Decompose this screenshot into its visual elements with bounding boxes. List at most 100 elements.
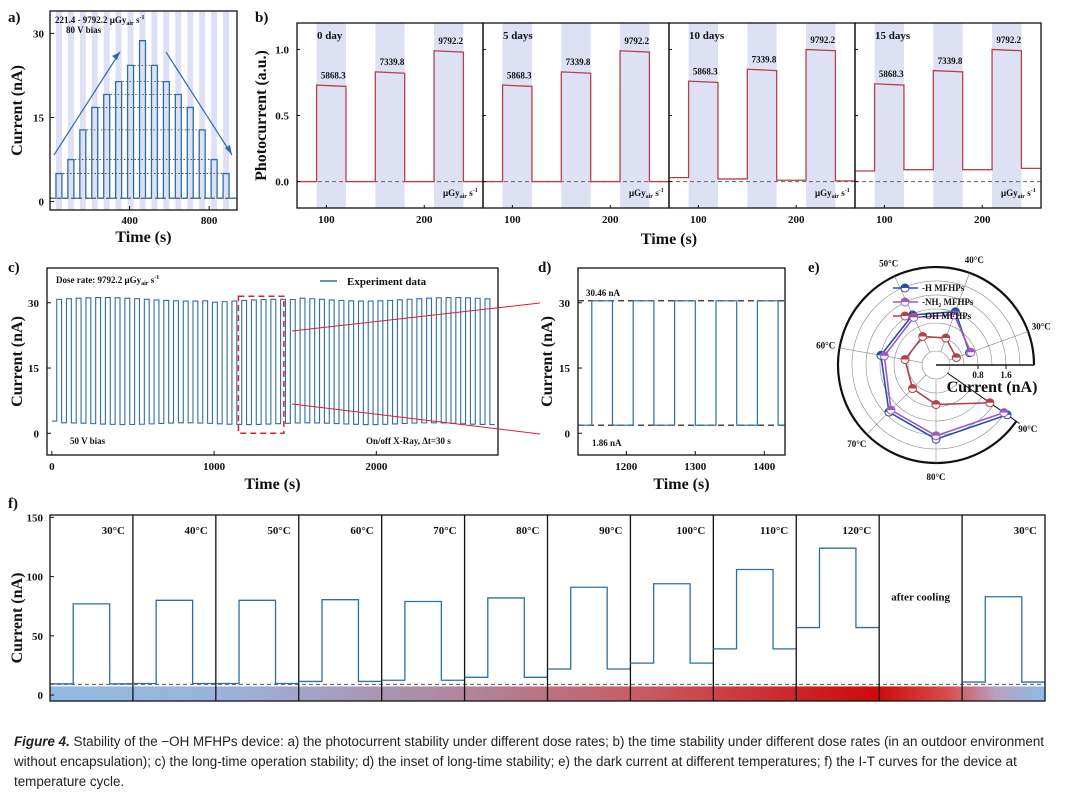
current-trace <box>464 597 548 678</box>
bias-annotation: 50 V bias <box>70 436 106 446</box>
xray-on-shade <box>67 11 74 210</box>
current-trace <box>132 599 216 685</box>
figure-caption: Figure 4. Stability of the −OH MFHPs dev… <box>14 732 1064 792</box>
legend-label: -NH₂ MFHPs <box>922 297 974 307</box>
x-tick-label: 100 <box>690 214 707 226</box>
y-tick-label: 0.5 <box>275 111 289 123</box>
segment-label: after cooling <box>891 591 950 603</box>
y-axis-title: Current (nA) <box>539 316 556 407</box>
legend-label: Experiment data <box>347 276 427 288</box>
subpanel-title: 15 days <box>875 30 911 42</box>
legend-marker-fill <box>901 284 909 288</box>
subpanel-title: 10 days <box>689 30 725 42</box>
dose-rate-label: 9792.2 <box>996 35 1021 45</box>
zoom-connector-top <box>291 302 541 332</box>
caption-label: Figure 4. <box>14 734 70 749</box>
temperature-label: 60°C <box>350 525 373 537</box>
xray-on-shade <box>55 11 62 210</box>
x-tick-label: 100 <box>318 214 335 226</box>
xray-on-shade <box>620 23 650 208</box>
angle-label: 50°C <box>879 258 898 268</box>
y-tick-label: 1.0 <box>275 44 289 56</box>
xray-on-shade <box>175 11 182 210</box>
subpanel-0-day: 100 200 0 day 5868.3 7339.8 9792.2 μGyair s-1 <box>296 22 484 226</box>
series-marker-fill <box>900 355 909 360</box>
plot-frame <box>577 267 786 456</box>
series-marker-fill <box>880 351 889 356</box>
x-tick-label: 100 <box>876 214 893 226</box>
panel-a-label: a) <box>8 10 21 26</box>
current-trace <box>298 599 382 683</box>
series-marker-fill <box>999 408 1008 413</box>
polar-outer-arc <box>836 265 1036 465</box>
y-tick-label: 50 <box>32 631 44 643</box>
arrow-head <box>112 52 120 60</box>
angle-label: 60°C <box>816 341 835 351</box>
x-tick-label: 800 <box>201 215 218 227</box>
unit-label: μGyair s-1 <box>815 188 850 200</box>
current-trace <box>713 568 797 650</box>
segment-40-C: 40°C <box>132 515 216 701</box>
temperature-label: 90°C <box>599 525 622 537</box>
y-tick-label: 15 <box>559 363 571 375</box>
segment-100-C: 100°C <box>629 515 714 701</box>
angle-label: 70°C <box>847 439 866 449</box>
legend-marker-fill <box>901 298 909 302</box>
y-tick-label: 30 <box>28 298 40 310</box>
polar-grid-circle <box>865 294 1007 436</box>
y-axis-title: Current (nA) <box>9 65 26 156</box>
current-trace <box>796 547 880 629</box>
segment-60-C: 60°C <box>298 515 382 701</box>
legend-marker-fill <box>901 312 909 316</box>
series-marker-fill <box>950 311 959 316</box>
dose-rate-label: 7339.8 <box>752 55 777 65</box>
unit-label: μGyair s-1 <box>629 188 664 200</box>
y-tick-label: 0 <box>565 428 571 440</box>
series-marker-fill <box>918 332 927 337</box>
x-axis-title: Time (s) <box>115 229 171 246</box>
figure-canvas: a) 0 15 30 400 800 Time (s) Current (nA) 221.4 … <box>8 10 1051 702</box>
current-trace <box>51 297 495 426</box>
temperature-label: 110°C <box>760 525 788 537</box>
angle-label: 40°C <box>965 255 984 265</box>
temperature-label: 70°C <box>433 525 456 537</box>
y-tick-label: 15 <box>28 363 40 375</box>
series-marker-fill <box>932 400 940 405</box>
temperature-label: 30°C <box>102 525 125 537</box>
dose-rate-label: 9792.2 <box>438 36 463 46</box>
xray-on-shade <box>187 11 194 210</box>
series-marker-fill <box>932 431 940 436</box>
x-axis-title: Time (s) <box>653 476 709 493</box>
y-axis-title: Current (nA) <box>9 573 26 664</box>
x-axis-title: Time (s) <box>641 231 697 248</box>
current-trace <box>381 600 465 681</box>
x-tick-label: 1300 <box>684 461 707 473</box>
xray-on-shade <box>211 11 218 210</box>
xray-on-shade <box>139 11 146 210</box>
segment-after-cooling: after cooling <box>878 515 950 701</box>
segment-50-C: 50°C <box>215 515 299 701</box>
unit-label: μGyair s-1 <box>443 188 478 200</box>
y-tick-label: 0.0 <box>275 177 289 189</box>
caption-text: Stability of the −OH MFHPs device: a) th… <box>14 734 1044 789</box>
polar-spoke <box>866 374 927 435</box>
segment-120-C: 120°C <box>795 515 880 701</box>
panel-b-label: b) <box>255 10 268 26</box>
y-axis-title: Current (nA) <box>9 316 26 407</box>
current-trace <box>578 300 785 426</box>
xray-on-shade <box>151 11 158 210</box>
bias-annotation: 80 V bias <box>66 25 102 35</box>
radial-tick-label: 1.6 <box>1000 370 1012 380</box>
photocurrent-trace <box>669 48 855 182</box>
dose-rate-label: 5868.3 <box>321 70 346 80</box>
dose-rate-label: 5868.3 <box>879 69 904 79</box>
current-trace <box>215 599 299 685</box>
xray-on-shade <box>223 11 230 210</box>
plot-frame <box>46 267 499 456</box>
x-tick-label: 1200 <box>615 461 638 473</box>
xray-on-shade <box>199 11 206 210</box>
dose-rate-label: 7339.8 <box>380 57 405 67</box>
xray-on-shade <box>316 23 346 208</box>
panel-d-inset-chart: d) 0 15 30 1200 1300 1400 Time (s) Current (nA)… <box>538 260 786 493</box>
